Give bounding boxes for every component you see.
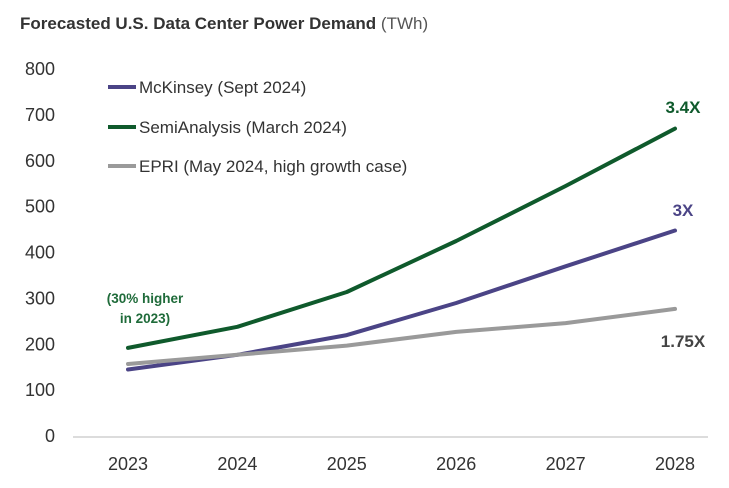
x-tick-label: 2028 <box>655 454 695 474</box>
series-line-1 <box>126 126 677 350</box>
annotation-line-2: in 2023) <box>120 311 170 326</box>
x-tick-label: 2026 <box>436 454 476 474</box>
legend-entry: EPRI (May 2024, high growth case) <box>139 157 407 176</box>
end-label: 3.4X <box>666 98 702 117</box>
x-tick-label: 2023 <box>108 454 148 474</box>
y-axis: 0 100 200 300 400 500 600 700 800 <box>25 59 55 446</box>
series-line-2 <box>126 306 677 366</box>
end-label: 3X <box>673 201 694 220</box>
chart-title: Forecasted U.S. Data Center Power Demand… <box>20 14 428 34</box>
end-label: 1.75X <box>661 332 706 351</box>
y-tick-label: 800 <box>25 59 55 79</box>
chart-title-unit: (TWh) <box>380 14 429 33</box>
y-tick-label: 300 <box>25 288 55 308</box>
y-tick-label: 500 <box>25 197 55 217</box>
legend: McKinsey (Sept 2024) SemiAnalysis (March … <box>108 78 407 176</box>
y-tick-label: 100 <box>25 380 55 400</box>
x-axis: 2023 2024 2025 2026 2027 2028 <box>73 436 708 474</box>
y-tick-label: 0 <box>45 426 55 446</box>
y-tick-label: 200 <box>25 334 55 354</box>
y-tick-label: 700 <box>25 105 55 125</box>
x-tick-label: 2024 <box>217 454 257 474</box>
end-labels: 3X 3.4X 1.75X <box>661 98 706 351</box>
legend-entry: McKinsey (Sept 2024) <box>139 78 306 97</box>
annotation-line-1: (30% higher <box>107 291 184 306</box>
chart-title-text: Forecasted U.S. Data Center Power Demand <box>20 14 377 33</box>
x-tick-label: 2025 <box>327 454 367 474</box>
y-tick-label: 400 <box>25 243 55 263</box>
series-line-0 <box>126 228 677 372</box>
y-tick-label: 600 <box>25 151 55 171</box>
legend-entry: SemiAnalysis (March 2024) <box>139 118 347 137</box>
x-tick-label: 2027 <box>546 454 586 474</box>
series-lines <box>126 126 677 372</box>
